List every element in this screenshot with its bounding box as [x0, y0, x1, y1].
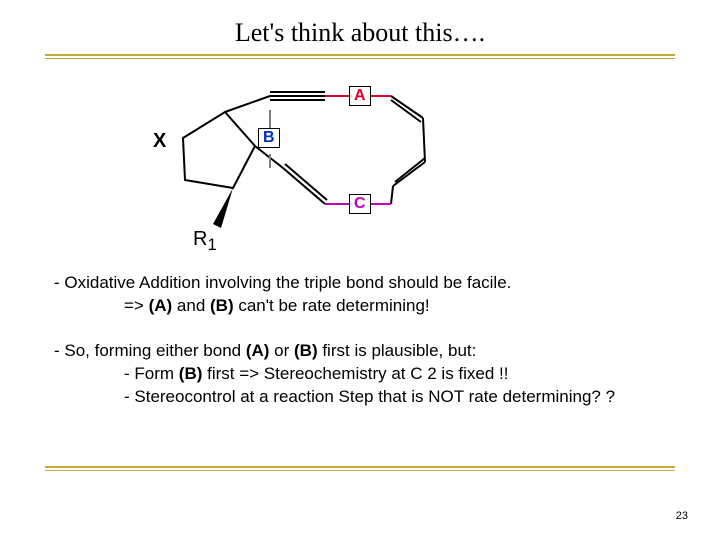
label-a-box: A [349, 86, 371, 106]
label-b-box: B [258, 128, 280, 148]
para2-line1: - So, forming either bond (A) or (B) fir… [54, 340, 674, 363]
para2-line2: - Form (B) first => Stereochemistry at C… [54, 363, 674, 386]
bottom-underline [45, 466, 675, 471]
label-c-text: C [354, 195, 366, 212]
label-r1-r: R [193, 228, 207, 250]
page-title: Let's think about this…. [235, 18, 485, 48]
label-a-text: A [354, 87, 366, 104]
label-r1-sub: 1 [207, 235, 216, 254]
label-b-text: B [263, 129, 275, 146]
para1-line2: => (A) and (B) can't be rate determining… [54, 295, 674, 318]
page-number: 23 [676, 510, 688, 522]
slide: Let's think about this…. [0, 0, 720, 540]
title-underline [45, 54, 675, 59]
para2-line3: - Stereocontrol at a reaction Step that … [54, 386, 674, 409]
title-wrap: Let's think about this…. [0, 18, 720, 48]
body-text: - Oxidative Addition involving the tripl… [54, 272, 674, 409]
label-x: X [153, 130, 166, 153]
molecule-diagram: A B C X R1 [125, 68, 465, 258]
para1-line1: - Oxidative Addition involving the tripl… [54, 272, 674, 295]
label-c-box: C [349, 194, 371, 214]
molecule-svg [125, 68, 465, 258]
label-r1: R1 [193, 228, 217, 255]
